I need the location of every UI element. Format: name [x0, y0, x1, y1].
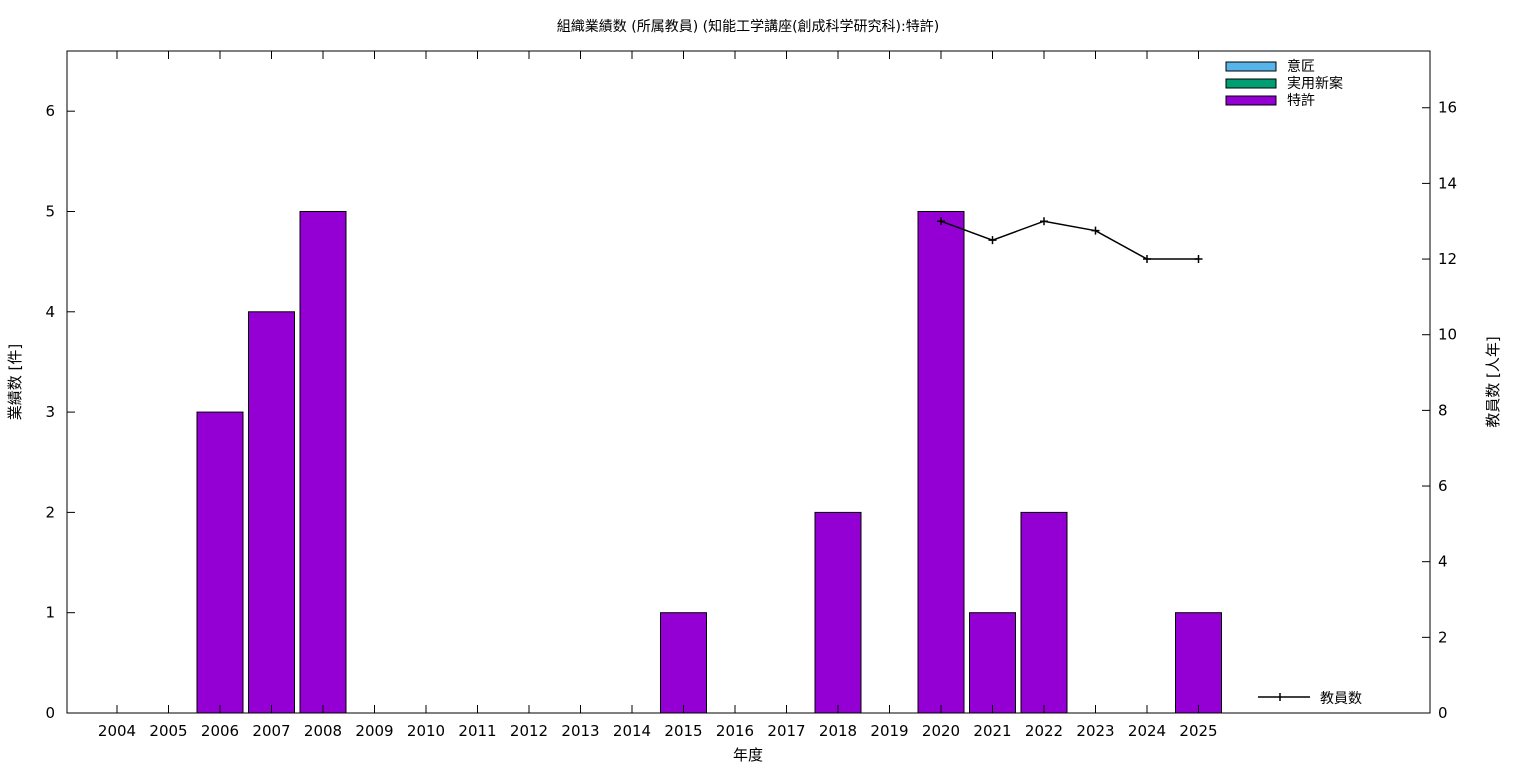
legend-label-実用新案: 実用新案	[1287, 75, 1343, 92]
y-tick-label: 6	[45, 102, 55, 120]
x-tick-label: 2005	[149, 722, 187, 740]
x-tick-label: 2019	[870, 722, 908, 740]
legend-label-意匠: 意匠	[1287, 58, 1315, 75]
y-tick-label: 0	[45, 704, 55, 722]
legend-swatch-意匠	[1225, 61, 1277, 72]
y2-tick-label: 8	[1438, 401, 1448, 419]
y-tick-label: 3	[45, 403, 55, 421]
line-point-2024	[1143, 255, 1151, 264]
y2-tick-label: 14	[1438, 174, 1457, 192]
x-tick-label: 2014	[613, 722, 651, 740]
bar-特許-2022	[1020, 511, 1068, 714]
x-tick-label: 2020	[922, 722, 960, 740]
bar-特許-2025	[1175, 612, 1222, 714]
line-point-2023	[1091, 226, 1100, 235]
x-tick-label: 2009	[355, 722, 393, 740]
line-series-教員数	[940, 220, 1199, 260]
y-axis-label: 業績数 [件]	[6, 344, 24, 420]
x-tick-label: 2023	[1076, 722, 1114, 740]
y2-tick-label: 16	[1438, 99, 1457, 117]
x-tick-label: 2004	[98, 722, 136, 740]
x-tick-label: 2016	[716, 722, 754, 740]
x-tick-label: 2022	[1025, 722, 1063, 740]
bar-特許-2018	[814, 511, 862, 714]
y2-tick-label: 10	[1438, 326, 1457, 344]
y2-tick-label: 4	[1438, 553, 1448, 571]
legend-swatch-実用新案	[1225, 78, 1277, 89]
bar-特許-2021	[969, 612, 1016, 714]
y-tick-label: 1	[45, 604, 55, 622]
x-tick-label: 2015	[664, 722, 702, 740]
y-tick-label: 5	[45, 202, 55, 220]
x-tick-label: 2024	[1128, 722, 1166, 740]
chart-title: 組織業績数 (所属教員) (知能工学講座(創成科学研究科):特許)	[557, 18, 939, 35]
legend-label-教員数: 教員数	[1320, 691, 1362, 707]
bar-特許-2008	[299, 210, 347, 714]
x-tick-label: 2008	[304, 722, 342, 740]
y2-tick-label: 0	[1438, 704, 1448, 722]
x-tick-label: 2007	[252, 722, 290, 740]
y2-axis-label: 教員数 [人年]	[1484, 336, 1502, 427]
line-point-2021	[988, 236, 997, 245]
x-tick-label: 2013	[561, 722, 599, 740]
legend-label-特許: 特許	[1287, 93, 1315, 109]
x-tick-label: 2010	[407, 722, 445, 740]
line-point-2020	[937, 217, 945, 226]
legend-swatch-特許	[1225, 95, 1277, 106]
bar-特許-2006	[196, 411, 244, 714]
x-tick-label: 2021	[973, 722, 1011, 740]
x-tick-label: 2011	[458, 722, 496, 740]
y-tick-label: 2	[45, 503, 55, 521]
bar-特許-2015	[660, 612, 707, 714]
bar-特許-2020	[917, 210, 965, 714]
line-legend: 教員数	[1258, 691, 1362, 707]
line-layer	[937, 217, 1203, 264]
y2-tick-label: 12	[1438, 250, 1457, 268]
x-tick-label: 2012	[510, 722, 548, 740]
x-tick-label: 2006	[201, 722, 239, 740]
x-axis-label: 年度	[733, 746, 763, 764]
plot-frame	[66, 50, 1431, 714]
y-tick-label: 4	[45, 303, 55, 321]
line-point-2025	[1194, 255, 1203, 264]
x-tick-label: 2025	[1179, 722, 1217, 740]
y2-tick-label: 6	[1438, 477, 1448, 495]
bar-特許-2007	[248, 311, 295, 714]
line-point-2022	[1040, 217, 1048, 226]
y2-tick-label: 2	[1438, 628, 1448, 646]
x-tick-label: 2018	[819, 722, 857, 740]
x-tick-label: 2017	[767, 722, 805, 740]
bar-layer	[196, 210, 1222, 714]
